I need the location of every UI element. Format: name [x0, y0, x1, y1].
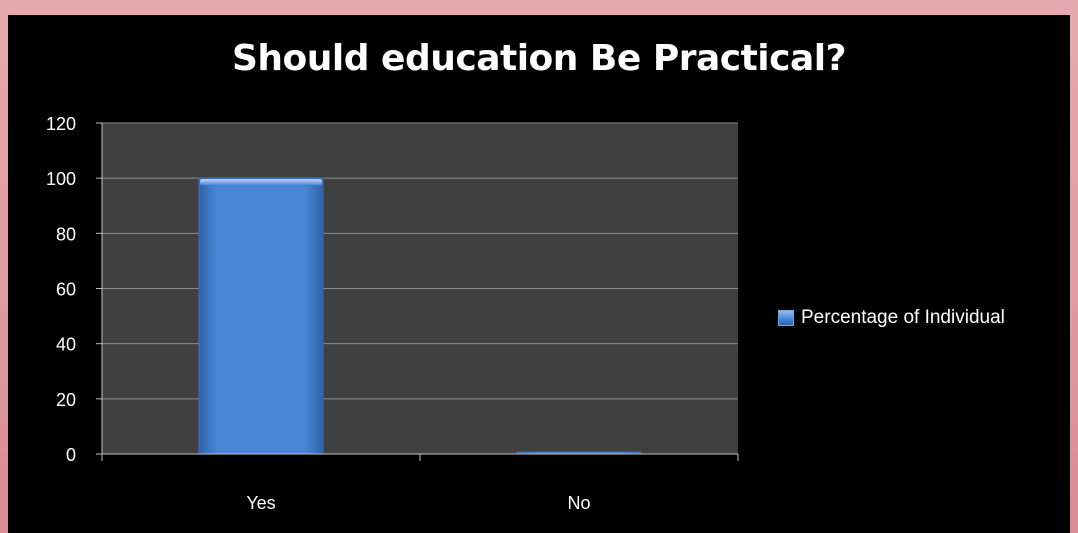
- legend-label: Percentage of Individual: [801, 307, 1005, 328]
- y-tick-label: 0: [66, 445, 76, 465]
- y-tick-label: 20: [56, 390, 76, 410]
- chart-title: Should education Be Practical?: [231, 38, 847, 79]
- bar-cap-yes: [199, 179, 323, 186]
- legend-swatch: [778, 310, 794, 326]
- x-tick-label: Yes: [246, 493, 275, 513]
- y-tick-label: 100: [46, 169, 76, 189]
- x-tick-label: No: [567, 493, 590, 513]
- y-tick-label: 120: [46, 114, 76, 134]
- y-tick-label: 40: [56, 335, 76, 355]
- y-tick-label: 80: [56, 224, 76, 244]
- legend: Percentage of Individual: [778, 306, 1005, 330]
- y-tick-label: 60: [56, 280, 76, 300]
- bar-yes: [198, 177, 324, 455]
